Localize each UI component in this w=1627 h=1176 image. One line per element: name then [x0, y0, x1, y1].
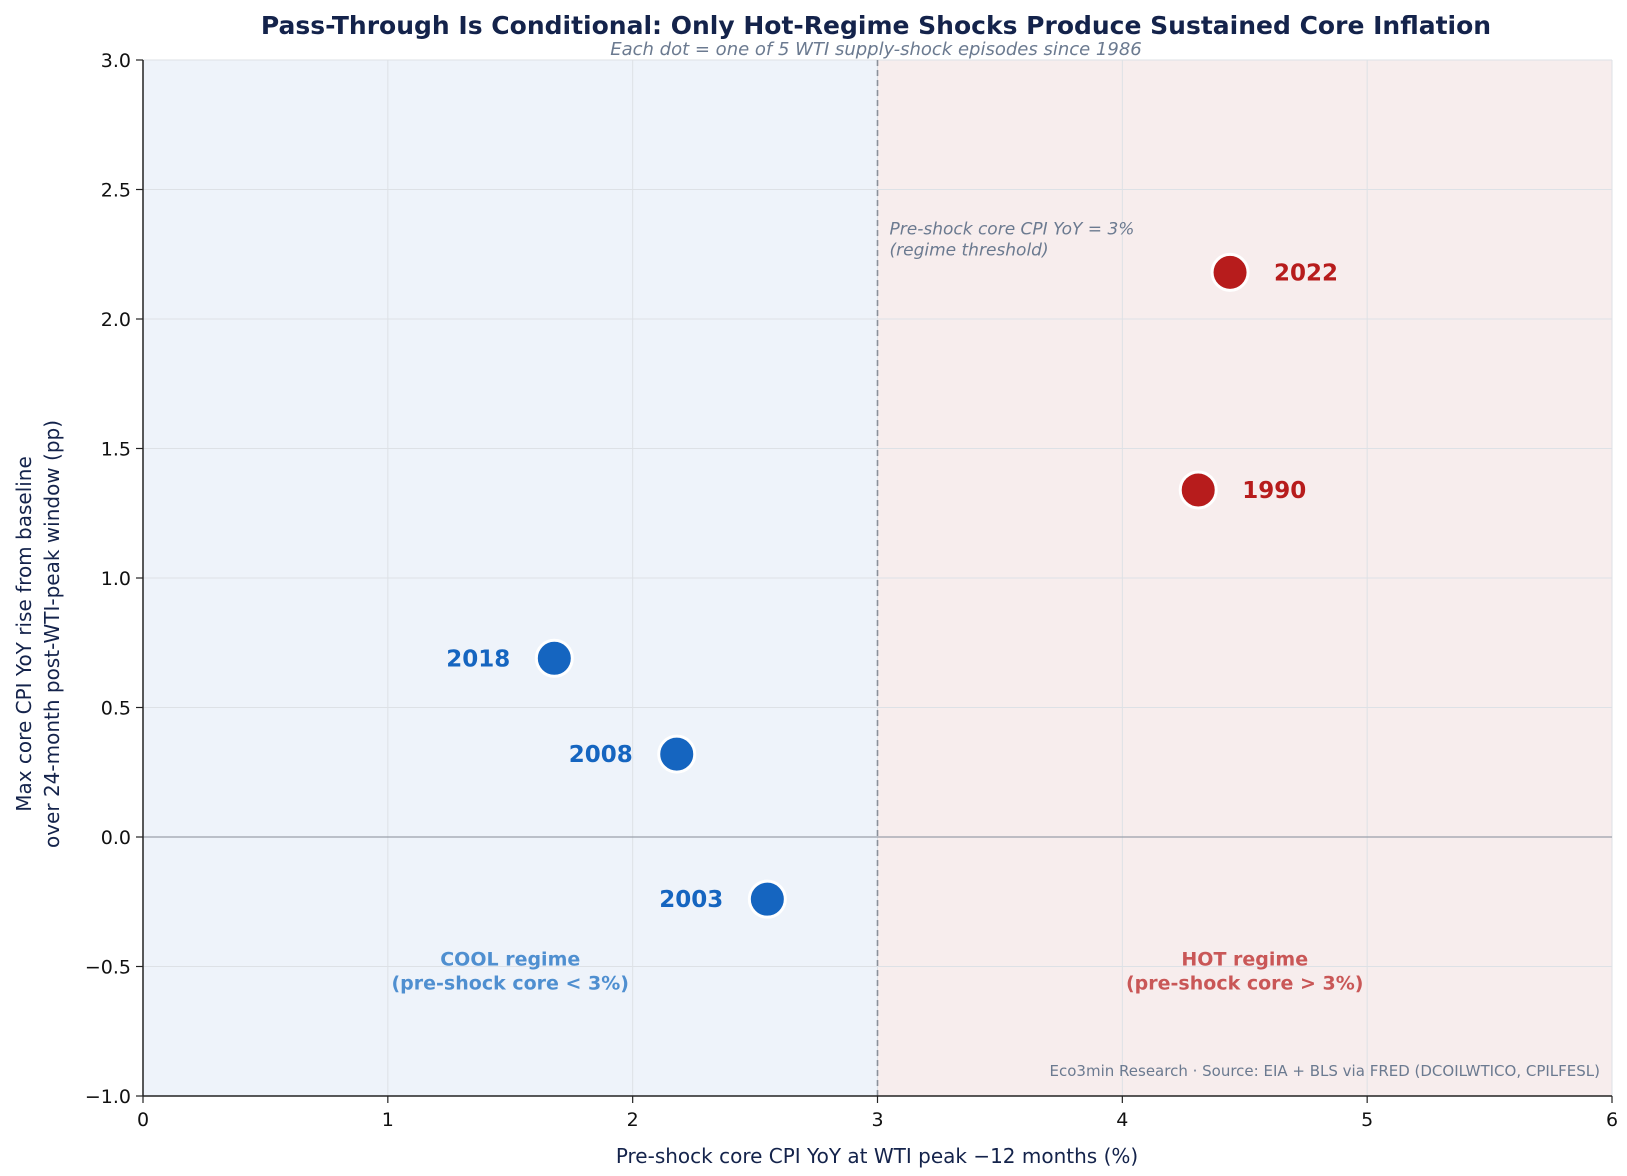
x-axis-ticks: 0 1 2 3 4 5 6: [137, 1096, 1618, 1131]
data-label-1990: 1990: [1242, 478, 1306, 504]
y-tick-label: 1.0: [101, 568, 131, 590]
data-label-2022: 2022: [1274, 260, 1338, 286]
data-points: 2018 2008 2003 1990 2022: [446, 252, 1338, 919]
y-axis-label: Max core CPI YoY rise from baseline: [12, 456, 36, 812]
x-tick-label: 1: [382, 1109, 394, 1131]
data-label-2018: 2018: [446, 646, 510, 672]
x-tick-label: 5: [1361, 1109, 1373, 1131]
x-tick-label: 3: [871, 1109, 883, 1131]
cool-regime-label: COOL regime: [440, 949, 580, 971]
source-note: Eco3min Research · Source: EIA + BLS via…: [1050, 1062, 1600, 1080]
threshold-note-sub: (regime threshold): [890, 241, 1049, 261]
y-tick-label: 2.0: [101, 309, 131, 331]
y-tick-label: 0.0: [101, 827, 131, 849]
hot-regime-label: HOT regime: [1181, 949, 1308, 971]
y-tick-label: 1.5: [101, 439, 131, 461]
data-point-2018: [534, 638, 574, 678]
y-tick-label: 3.0: [101, 50, 131, 72]
data-label-2008: 2008: [569, 742, 633, 768]
y-axis-ticks: −1.0 −0.5 0.0 0.5 1.0 1.5 2.0 2.5 3.0: [85, 50, 143, 1108]
chart-subtitle: Each dot = one of 5 WTI supply-shock epi…: [610, 39, 1142, 60]
x-axis-label: Pre-shock core CPI YoY at WTI peak −12 m…: [616, 1144, 1138, 1168]
data-point-2022: [1210, 252, 1250, 292]
y-tick-label: −1.0: [85, 1086, 131, 1108]
y-tick-label: 0.5: [101, 698, 131, 720]
y-axis-label-line2: over 24-month post-WTI-peak window (pp): [40, 420, 64, 848]
threshold-note: Pre-shock core CPI YoY = 3%: [890, 220, 1135, 240]
hot-regime-sublabel: (pre-shock core > 3%): [1126, 973, 1364, 995]
chart-title: Pass-Through Is Conditional: Only Hot-Re…: [261, 11, 1491, 40]
x-tick-label: 2: [627, 1109, 639, 1131]
data-point-2008: [657, 734, 697, 774]
y-tick-label: −0.5: [85, 957, 131, 979]
x-tick-label: 4: [1116, 1109, 1128, 1131]
cool-regime-sublabel: (pre-shock core < 3%): [392, 973, 630, 995]
y-tick-label: 2.5: [101, 180, 131, 202]
data-point-1990: [1178, 470, 1218, 510]
x-tick-label: 0: [137, 1109, 149, 1131]
x-tick-label: 6: [1606, 1109, 1618, 1131]
data-label-2003: 2003: [659, 887, 723, 913]
data-point-2003: [747, 879, 787, 919]
